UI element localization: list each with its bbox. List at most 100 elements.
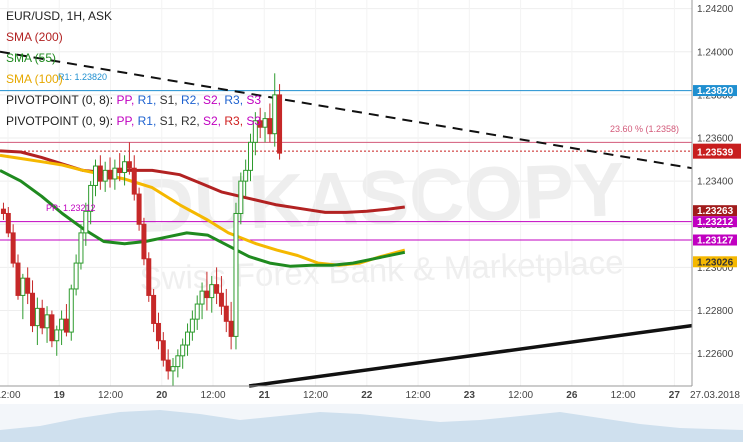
legend-pivot9-items: PP, R1, S1, R2, S2, R3, S3 xyxy=(116,114,261,128)
candle xyxy=(155,312,161,350)
svg-text:1.23263: 1.23263 xyxy=(697,206,734,217)
x-tick-label: 19 xyxy=(54,390,66,401)
x-tick-label: 12:00 xyxy=(0,390,21,401)
price-badge: 1.23539 xyxy=(693,143,741,159)
x-tick-label: 20 xyxy=(156,390,168,401)
svg-text:1.23820: 1.23820 xyxy=(697,86,734,97)
x-tick-label: 12:00 xyxy=(201,390,226,401)
candle xyxy=(272,73,278,147)
candle xyxy=(34,297,40,346)
candle xyxy=(88,181,94,225)
candle xyxy=(267,103,273,143)
candle xyxy=(165,349,171,380)
candle xyxy=(252,112,258,156)
y-tick-label: 1.23400 xyxy=(697,177,734,188)
candle xyxy=(214,267,220,305)
svg-text:1.23026: 1.23026 xyxy=(697,257,734,268)
svg-text:1.23212: 1.23212 xyxy=(697,217,734,228)
legend-sma200[interactable]: SMA (200) xyxy=(6,30,63,44)
price-badge: 1.23026 xyxy=(693,256,737,268)
candle xyxy=(122,155,128,186)
legend-pivot8-item: S1, xyxy=(156,93,178,107)
candle xyxy=(228,301,234,350)
x-axis[interactable]: 12:00 19 12:00 20 12:00 21 12:00 22 12:00 23 12:00… xyxy=(0,390,740,401)
legend-sma55[interactable]: SMA (55) xyxy=(6,51,57,65)
candle xyxy=(92,159,98,197)
plot-background xyxy=(0,0,692,386)
trendline xyxy=(248,323,693,388)
y-axis[interactable]: 1.242001.240001.238001.236001.234001.232… xyxy=(697,4,734,360)
candle xyxy=(257,107,263,139)
candlesticks xyxy=(0,73,283,386)
svg-text:1.23127: 1.23127 xyxy=(697,236,734,247)
candle xyxy=(107,157,113,188)
level-annotations: R1: 1.23820 PP: 1.23212 23.60 % (1.2358) xyxy=(46,72,679,213)
svg-text:1.23539: 1.23539 xyxy=(697,148,734,159)
x-end-date-label: 27.03.2018 xyxy=(690,390,740,401)
candle xyxy=(238,172,244,225)
horizontal-levels xyxy=(0,90,692,241)
candle xyxy=(136,187,142,231)
legend-pivot8-item: S3 xyxy=(243,93,262,107)
candle xyxy=(175,349,181,378)
trendline xyxy=(0,50,693,170)
candle xyxy=(39,299,45,335)
legend-pivot9[interactable]: PIVOTPOINT (0, 9): PP, R1, S1, R2, S2, R… xyxy=(6,111,261,132)
candle xyxy=(68,284,74,341)
candle xyxy=(185,323,191,356)
candle xyxy=(83,202,89,246)
candle xyxy=(49,310,55,348)
candle xyxy=(146,252,152,302)
x-tick-label: 22 xyxy=(361,390,373,401)
candle xyxy=(54,325,60,356)
legend-pivot9-item: S2, xyxy=(199,114,222,128)
legend-pivot8-label: PIVOTPOINT (0, 8): xyxy=(6,93,114,107)
legend-pivot9-item: S1, xyxy=(156,114,178,128)
legend-pivot8-item: R2, xyxy=(177,93,200,107)
navigator-strip[interactable] xyxy=(0,404,743,442)
candle xyxy=(63,304,69,337)
legend-pivot9-label: PIVOTPOINT (0, 9): xyxy=(6,114,114,128)
candle xyxy=(180,338,186,369)
pp-annotation: PP: 1.23212 xyxy=(46,203,96,213)
candle xyxy=(248,133,254,182)
candle xyxy=(126,142,132,175)
chart-legend: EUR/USD, 1H, ASK SMA (200) SMA (55) SMA … xyxy=(6,6,261,132)
legend-pivot9-item: PP, xyxy=(116,114,135,128)
x-tick-label: 23 xyxy=(464,390,476,401)
legend-pivot9-item: R1, xyxy=(134,114,157,128)
x-tick-label: 26 xyxy=(566,390,578,401)
candle xyxy=(10,224,16,268)
y-tick-label: 1.22600 xyxy=(697,349,734,360)
x-tick-label: 12:00 xyxy=(611,390,636,401)
legend-pivot8[interactable]: PIVOTPOINT (0, 8): PP, R1, S1, R2, S2, R… xyxy=(6,90,261,111)
legend-pivot9-item: S3 xyxy=(243,114,262,128)
candle xyxy=(97,155,103,190)
trendlines xyxy=(0,50,693,388)
candle xyxy=(209,276,215,313)
candle xyxy=(223,288,229,333)
legend-pivot8-item: PP, xyxy=(116,93,135,107)
candle xyxy=(102,161,108,192)
legend-pivot8-item: R3, xyxy=(221,93,244,107)
legend-pivot8-item: S2, xyxy=(199,93,222,107)
gridlines xyxy=(0,0,692,386)
candle xyxy=(0,202,6,220)
candle xyxy=(277,84,283,160)
legend-pivot9-item: R2, xyxy=(177,114,200,128)
y-tick-label: 1.24000 xyxy=(697,47,734,58)
candle xyxy=(194,295,200,330)
r1-annotation: R1: 1.23820 xyxy=(58,72,107,82)
watermark-brand: DUKASCOPY xyxy=(138,147,626,249)
candle xyxy=(30,280,36,333)
x-tick-label: 12:00 xyxy=(98,390,123,401)
price-badge: 1.23127 xyxy=(693,234,737,247)
y-tick-label: 1.23000 xyxy=(697,263,734,274)
moving-averages xyxy=(0,149,406,268)
legend-sma100[interactable]: SMA (100) xyxy=(6,72,63,86)
y-tick-label: 1.24200 xyxy=(697,4,734,15)
candle xyxy=(25,267,31,305)
navigator-area xyxy=(0,410,743,442)
